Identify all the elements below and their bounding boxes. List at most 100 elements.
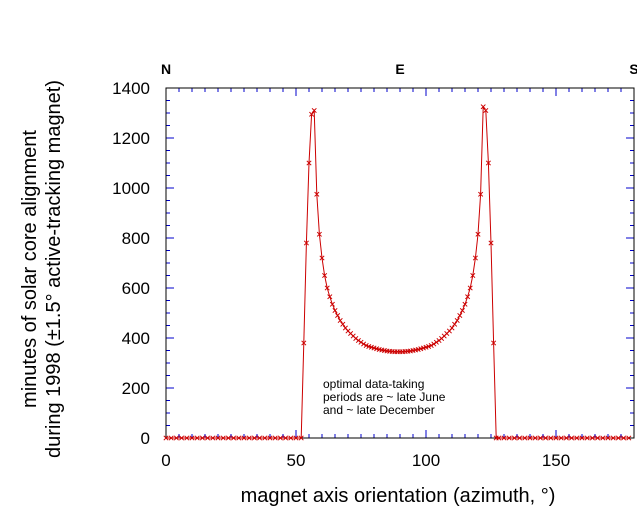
data-point — [428, 342, 434, 349]
data-point — [303, 240, 309, 246]
y-tick-label: 0 — [141, 429, 150, 448]
x-axis-label: magnet axis orientation (azimuth, °) — [241, 485, 556, 507]
data-point — [537, 435, 543, 441]
data-point — [595, 435, 601, 441]
top-label-E: E — [395, 61, 404, 77]
data-point — [563, 435, 569, 441]
data-point — [579, 435, 585, 441]
data-point — [470, 272, 476, 279]
data-point — [293, 435, 299, 441]
data-point — [262, 435, 268, 441]
data-point — [605, 435, 611, 441]
data-point — [457, 312, 463, 319]
plot-frame — [165, 87, 635, 439]
data-point — [298, 435, 304, 441]
annotation-line-1: optimal data-taking — [323, 377, 424, 391]
data-point — [496, 435, 502, 441]
tick-labels: 0 50 100 150 0 200 400 600 800 1000 1200 1400 — [112, 79, 570, 470]
data-point — [491, 340, 497, 346]
data-point — [553, 435, 559, 441]
data-point — [467, 285, 473, 291]
data-point — [361, 341, 367, 347]
y-tick-label: 1200 — [112, 129, 150, 148]
data-point — [329, 301, 335, 307]
data-point — [236, 435, 242, 441]
data-point — [311, 107, 317, 114]
data-point — [483, 107, 489, 114]
y-tick-label: 200 — [122, 379, 150, 398]
data-point — [501, 435, 507, 441]
data-point — [610, 435, 616, 441]
data-series — [163, 105, 632, 441]
data-point — [272, 435, 278, 441]
data-point — [522, 435, 528, 441]
data-point — [168, 435, 174, 441]
data-point — [231, 435, 237, 441]
data-point — [511, 435, 517, 441]
data-point — [465, 294, 471, 300]
data-point — [355, 337, 361, 344]
data-point — [241, 435, 247, 441]
data-point — [220, 435, 226, 441]
data-point — [163, 435, 169, 441]
data-point — [431, 341, 437, 347]
data-point — [584, 435, 590, 441]
y-tick-label: 400 — [122, 329, 150, 348]
data-point — [332, 307, 338, 314]
data-point — [301, 340, 307, 346]
x-tick-label: 50 — [287, 451, 306, 470]
x-tick-label: 100 — [412, 451, 440, 470]
data-point — [309, 111, 315, 117]
data-point — [257, 435, 263, 441]
data-point — [306, 160, 312, 166]
data-point — [246, 435, 252, 441]
data-point — [472, 255, 478, 261]
data-point — [327, 294, 333, 300]
data-point — [621, 435, 627, 441]
data-point — [600, 435, 606, 441]
data-point — [194, 435, 200, 441]
data-point — [288, 435, 294, 441]
data-point — [558, 435, 564, 441]
top-label-S: S — [629, 61, 637, 77]
data-point — [324, 285, 330, 291]
data-point — [532, 435, 538, 441]
data-point — [277, 435, 283, 441]
y-axis-label-line1: minutes of solar core alignment — [19, 130, 41, 408]
data-point — [452, 321, 458, 327]
data-point — [189, 435, 195, 441]
data-point — [626, 435, 632, 441]
data-point — [340, 321, 346, 327]
data-point — [506, 435, 512, 441]
data-point — [335, 312, 341, 319]
data-point — [615, 435, 621, 441]
data-point — [251, 435, 257, 441]
data-point — [548, 435, 554, 441]
data-point — [319, 255, 325, 261]
y-tick-label: 800 — [122, 229, 150, 248]
data-point — [199, 435, 205, 441]
x-tick-label: 0 — [161, 451, 170, 470]
top-label-N: N — [161, 61, 171, 77]
data-point — [322, 272, 328, 279]
data-point — [488, 240, 494, 246]
data-point — [485, 160, 491, 166]
data-point — [459, 307, 465, 314]
data-point — [184, 435, 190, 441]
y-tick-label: 1400 — [112, 79, 150, 98]
data-point — [517, 435, 523, 441]
data-point — [462, 301, 468, 307]
data-point — [569, 435, 575, 441]
data-point — [316, 231, 322, 237]
data-point — [173, 435, 179, 441]
data-point — [475, 231, 481, 237]
data-point — [225, 435, 231, 441]
data-point — [314, 191, 320, 197]
y-tick-label: 600 — [122, 279, 150, 298]
annotation: optimal data-taking periods are ~ late J… — [323, 377, 446, 417]
data-point — [478, 191, 484, 197]
data-point — [589, 435, 595, 441]
annotation-line-2: periods are ~ late June — [323, 390, 446, 404]
